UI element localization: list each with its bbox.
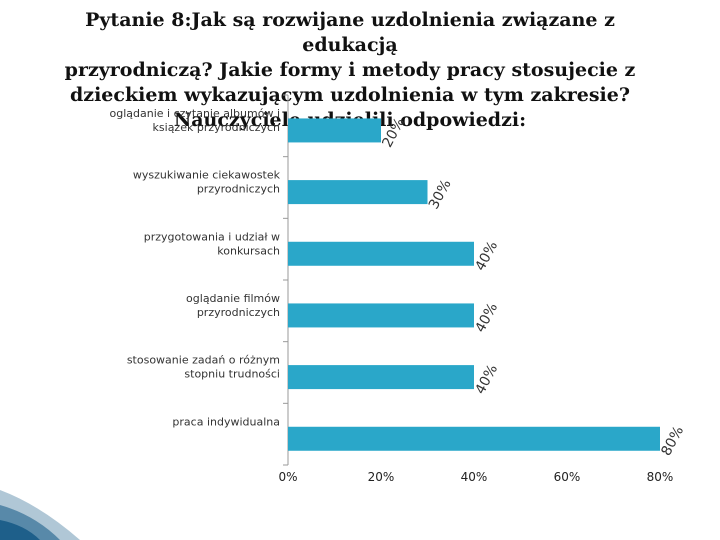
x-tick-label: 20% <box>368 470 395 484</box>
category-label-line: stosowanie zadań o różnym <box>127 354 280 367</box>
x-tick-label: 60% <box>554 470 581 484</box>
category-label-line: oglądanie i czytanie albumów i <box>110 107 281 120</box>
title-line: Pytanie 8:Jak są rozwijane uzdolnienia z… <box>85 9 615 56</box>
data-label: 40% <box>472 362 501 397</box>
x-tick-label: 40% <box>461 470 488 484</box>
category-label: oglądanie filmów przyrodniczych <box>186 292 280 319</box>
x-tick-label: 80% <box>647 470 674 484</box>
category-label: oglądanie i czytanie albumów i książek pr… <box>110 107 281 134</box>
title-line: przyrodniczą? Jakie formy i metody pracy… <box>64 59 636 81</box>
data-label: 20% <box>379 115 408 150</box>
title-line: dzieckiem wykazującym uzdolnienia w tym … <box>70 84 630 106</box>
category-label-line: konkursach <box>217 244 280 257</box>
category-label-line: książek przyrodniczych <box>153 121 280 134</box>
data-label: 80% <box>658 424 687 459</box>
chart-title: Pytanie 8:Jak są rozwijane uzdolnienia z… <box>60 8 640 133</box>
bar <box>288 180 428 205</box>
x-tick-label: 0% <box>278 470 297 484</box>
category-label-line: przyrodniczych <box>197 183 280 196</box>
bar <box>288 365 474 390</box>
category-label-line: wyszukiwanie ciekawostek <box>133 169 281 182</box>
bar <box>288 118 381 143</box>
data-label: 40% <box>472 300 501 335</box>
corner-decoration <box>0 490 80 540</box>
bar <box>288 303 474 328</box>
category-label: wyszukiwanie ciekawostek przyrodniczych <box>133 169 281 196</box>
data-label: 30% <box>426 177 455 212</box>
bar <box>288 426 660 451</box>
category-label-line: przygotowania i udział w <box>144 230 280 243</box>
category-label-line: praca indywidualna <box>172 415 280 428</box>
category-label: praca indywidualna <box>172 415 280 428</box>
data-label: 40% <box>472 239 501 274</box>
category-label-line: przyrodniczych <box>197 306 280 319</box>
category-label: przygotowania i udział w konkursach <box>144 230 280 257</box>
bar <box>288 241 474 266</box>
category-label: stosowanie zadań o różnym stopniu trudnoś… <box>127 354 280 381</box>
category-label-line: oglądanie filmów <box>186 292 280 305</box>
category-label-line: stopniu trudności <box>184 368 280 381</box>
